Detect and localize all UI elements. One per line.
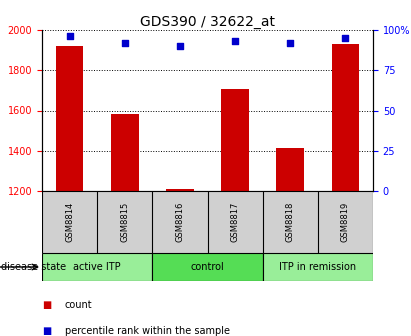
Point bbox=[66, 34, 73, 39]
Text: ITP in remission: ITP in remission bbox=[279, 262, 356, 272]
Text: active ITP: active ITP bbox=[73, 262, 121, 272]
Point bbox=[342, 35, 349, 41]
Text: GSM8816: GSM8816 bbox=[175, 202, 185, 242]
Bar bbox=[42, 253, 152, 281]
Bar bbox=[332, 44, 359, 191]
Text: percentile rank within the sample: percentile rank within the sample bbox=[65, 326, 230, 336]
Text: control: control bbox=[191, 262, 224, 272]
Bar bbox=[152, 253, 263, 281]
Bar bbox=[277, 148, 304, 191]
Text: count: count bbox=[65, 299, 92, 309]
Text: ■: ■ bbox=[42, 299, 51, 309]
Point bbox=[287, 40, 293, 46]
Text: disease state: disease state bbox=[1, 262, 66, 272]
Bar bbox=[56, 46, 83, 191]
Title: GDS390 / 32622_at: GDS390 / 32622_at bbox=[140, 15, 275, 29]
Text: GSM8814: GSM8814 bbox=[65, 202, 74, 242]
Bar bbox=[166, 189, 194, 191]
Bar bbox=[221, 89, 249, 191]
Text: GSM8815: GSM8815 bbox=[120, 202, 129, 242]
Text: GSM8819: GSM8819 bbox=[341, 202, 350, 242]
Point bbox=[232, 39, 238, 44]
Point bbox=[122, 40, 128, 46]
Point bbox=[177, 43, 183, 49]
Text: GSM8817: GSM8817 bbox=[231, 202, 240, 242]
Text: GSM8818: GSM8818 bbox=[286, 202, 295, 242]
Bar bbox=[263, 253, 373, 281]
Text: ■: ■ bbox=[42, 326, 51, 336]
Bar bbox=[111, 114, 139, 191]
